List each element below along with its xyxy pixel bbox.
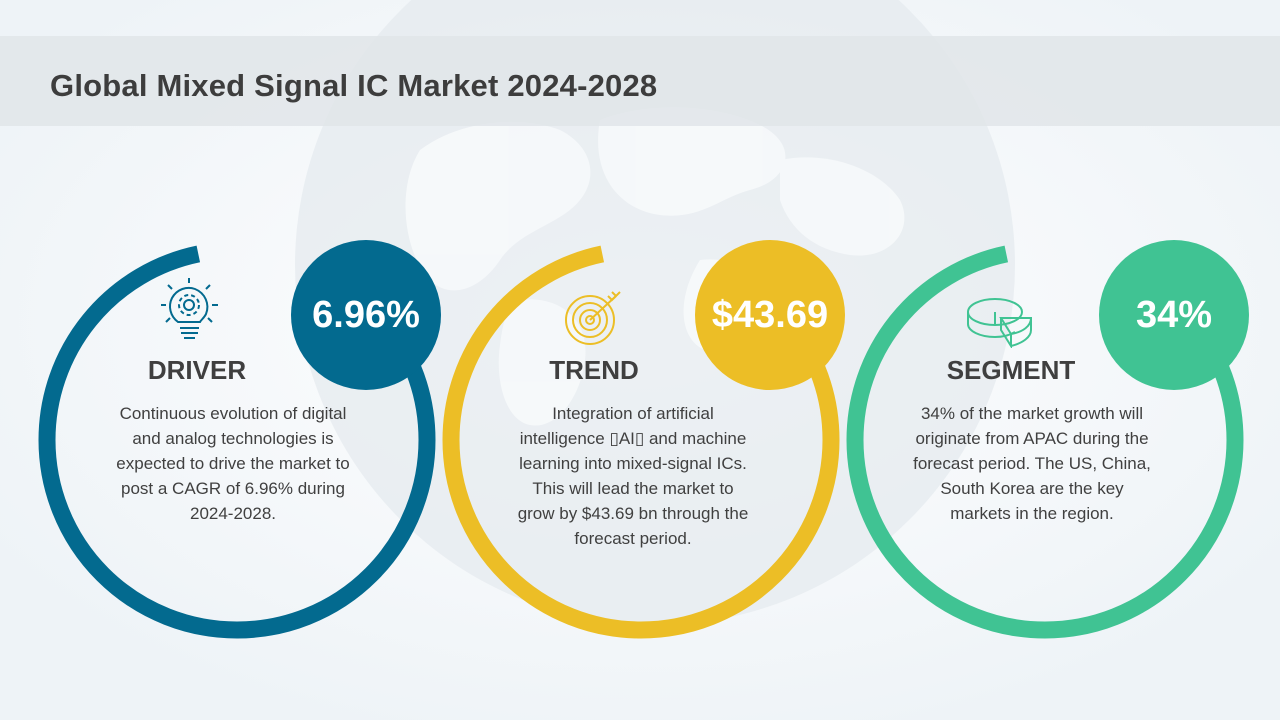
title-band — [0, 36, 1280, 126]
lightbulb-gear-icon — [161, 278, 218, 339]
driver-text: Continuous evolution of digital and anal… — [116, 404, 350, 523]
segment-text: 34% of the market growth will originate … — [913, 404, 1151, 523]
trend-heading: TREND — [549, 355, 639, 385]
trend-text: Integration of artificial intelligence ▯… — [517, 404, 749, 548]
segment-heading: SEGMENT — [946, 355, 1076, 385]
driver-heading: DRIVER — [147, 355, 247, 385]
pie-chart-icon — [967, 298, 1033, 348]
trend-value-badge: $43.69 — [695, 240, 845, 390]
target-arrow-icon — [565, 291, 621, 345]
driver-value-badge: 6.96% — [291, 240, 441, 390]
page-title: Global Mixed Signal IC Market 2024-2028 — [50, 68, 658, 103]
segment-value-badge: 34% — [1099, 240, 1249, 390]
